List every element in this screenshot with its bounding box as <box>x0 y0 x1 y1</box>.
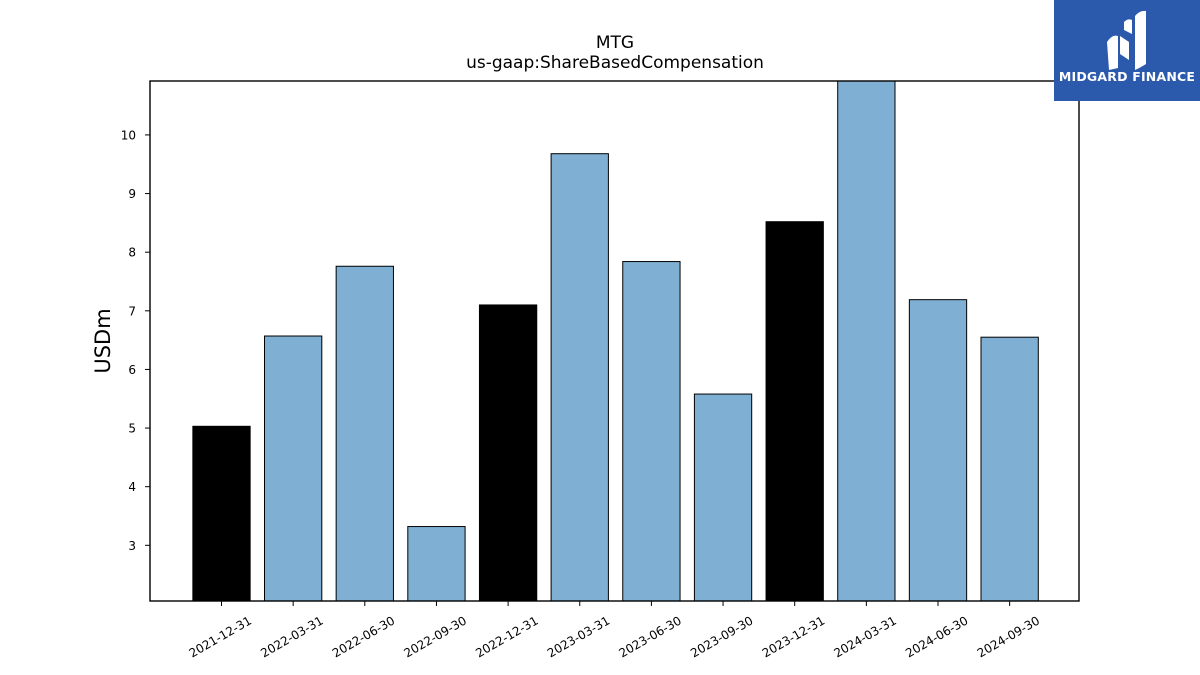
x-tick-label-2024-09-30: 2024-09-30 <box>975 613 1042 660</box>
x-axis-ticks: 2021-12-31 2022-03-31 2022-06-30 2022-09-30… <box>187 601 1042 660</box>
bar-2024-03-31 <box>837 80 896 602</box>
x-tick-label-2021-12-31: 2021-12-31 <box>187 613 254 660</box>
x-tick-label-2023-06-30: 2023-06-30 <box>616 613 683 660</box>
y-axis-ticks: 3 4 5 6 7 8 9 10 <box>121 128 150 553</box>
midgard-finance-logo: MIDGARD FINANCE <box>1054 0 1200 101</box>
x-tick-label-2023-03-31: 2023-03-31 <box>545 613 612 660</box>
chart-title: MTG <box>596 33 634 53</box>
plot-frame <box>149 80 1080 602</box>
bar-2024-09-30 <box>980 336 1039 602</box>
y-tick-label-10: 10 <box>121 128 136 142</box>
bar-2022-09-30 <box>407 526 466 602</box>
x-tick-label-2022-06-30: 2022-06-30 <box>330 613 397 660</box>
y-tick-label-6: 6 <box>128 363 136 377</box>
bar-2024-06-30 <box>908 299 968 602</box>
y-tick-label-4: 4 <box>128 480 136 494</box>
bar-2022-06-30 <box>335 265 394 602</box>
bars-layer <box>192 80 1039 602</box>
x-tick-label-2022-03-31: 2022-03-31 <box>258 613 325 660</box>
x-tick-label-2023-09-30: 2023-09-30 <box>688 613 755 660</box>
x-tick-label-2022-12-31: 2022-12-31 <box>473 613 540 660</box>
bar-2022-12-31 <box>478 304 538 602</box>
y-tick-label-7: 7 <box>128 304 136 318</box>
x-tick-label-2023-12-31: 2023-12-31 <box>760 613 827 660</box>
y-tick-label-8: 8 <box>128 246 136 260</box>
bar-2023-12-31 <box>765 221 824 602</box>
x-tick-label-2024-06-30: 2024-06-30 <box>903 613 970 660</box>
bar-2023-09-30 <box>693 393 753 602</box>
y-axis-label: USDm <box>91 308 115 373</box>
midgard-logo-mark-icon <box>1107 10 1146 70</box>
bar-2022-03-31 <box>264 335 323 602</box>
bar-2021-12-31 <box>192 425 251 602</box>
logo-text: MIDGARD FINANCE <box>1058 69 1196 84</box>
y-tick-label-5: 5 <box>128 422 136 436</box>
y-tick-label-9: 9 <box>128 187 136 201</box>
y-tick-label-3: 3 <box>128 539 136 553</box>
bar-2023-06-30 <box>622 261 681 602</box>
x-tick-label-2024-03-31: 2024-03-31 <box>831 613 898 660</box>
bar-2023-03-31 <box>550 153 609 602</box>
x-tick-label-2022-09-30: 2022-09-30 <box>402 613 469 660</box>
chart-subtitle: us-gaap:ShareBasedCompensation <box>466 53 764 73</box>
